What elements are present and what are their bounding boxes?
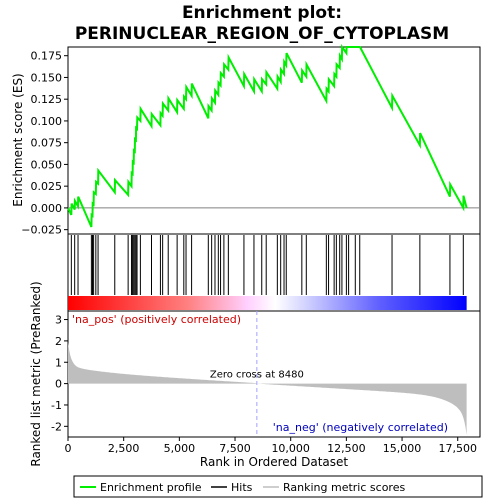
es-y-axis: −0.025 0.000 0.025 0.050 0.075 0.100 0.125 0.15…	[21, 50, 68, 237]
chart-title: Enrichment plot: PERINUCLEAR_REGION_OF_C…	[75, 3, 449, 44]
x-axis: 0 2,500 5,000 7,500 10,000 12,500 15,000 17,500	[65, 437, 477, 455]
chart-title-line2: PERINUCLEAR_REGION_OF_CYTOPLASM	[75, 24, 449, 44]
pos-correlated-label: 'na_pos' (positively correlated)	[72, 313, 241, 326]
es-curve	[67, 43, 468, 228]
x-axis-label: Rank in Ordered Dataset	[200, 455, 348, 469]
hit-lines	[70, 235, 464, 295]
x-tick-label: 7,500	[219, 442, 251, 455]
es-y-tick-label: 0.125	[31, 93, 63, 106]
es-panel: −0.025 0.000 0.025 0.050 0.075 0.100 0.125 0.15…	[11, 43, 481, 237]
legend-item-ranking-metric: Ranking metric scores	[263, 481, 405, 494]
x-tick-label: 15,000	[383, 442, 422, 455]
legend-label-enrichment-profile: Enrichment profile	[100, 481, 202, 494]
hits-panel	[67, 233, 481, 312]
legend-label-ranking-metric: Ranking metric scores	[283, 481, 405, 494]
x-tick-label: 12,500	[327, 442, 366, 455]
legend-label-hits: Hits	[231, 481, 253, 494]
metric-y-axis-label: Ranked list metric (PreRanked)	[29, 281, 43, 466]
es-y-tick-label: 0.050	[31, 158, 63, 171]
metric-y-tick-label: -2	[51, 420, 62, 433]
es-y-tick-label: 0.075	[31, 137, 63, 150]
metric-area	[68, 342, 467, 435]
es-y-tick-label: 0.175	[31, 50, 63, 63]
es-y-axis-label: Enrichment score (ES)	[11, 73, 25, 206]
metric-y-tick-label: 0	[55, 378, 62, 391]
legend-item-enrichment-profile: Enrichment profile	[80, 481, 202, 494]
x-tick-label: 10,000	[271, 442, 310, 455]
chart-title-line1: Enrichment plot:	[182, 3, 342, 23]
x-tick-label: 2,500	[108, 442, 140, 455]
x-tick-label: 0	[65, 442, 72, 455]
es-y-tick-label: −0.025	[21, 224, 62, 237]
es-y-tick-label: 0.150	[31, 71, 63, 84]
metric-panel-frame	[67, 310, 481, 438]
legend-item-hits: Hits	[211, 481, 253, 494]
es-y-tick-label: 0.025	[31, 180, 63, 193]
metric-y-tick-label: 3	[55, 314, 62, 327]
rank-color-bar	[68, 296, 467, 310]
es-y-tick-label: 0.000	[31, 202, 63, 215]
metric-y-tick-label: 2	[55, 335, 62, 348]
neg-correlated-label: 'na_neg' (negatively correlated)	[273, 421, 448, 434]
metric-panel: 'na_pos' (positively correlated) 'na_neg…	[29, 281, 481, 467]
legend: Enrichment profile Hits Ranking metric s…	[73, 475, 483, 498]
zero-cross-label: Zero cross at 8480	[210, 370, 304, 381]
x-tick-label: 5,000	[164, 442, 196, 455]
metric-y-tick-label: 1	[55, 356, 62, 369]
metric-y-tick-label: -1	[51, 399, 62, 412]
es-y-tick-label: 0.100	[31, 115, 63, 128]
metric-y-axis: -2 -1 0 1 2 3	[51, 314, 68, 433]
x-tick-label: 17,500	[438, 442, 477, 455]
